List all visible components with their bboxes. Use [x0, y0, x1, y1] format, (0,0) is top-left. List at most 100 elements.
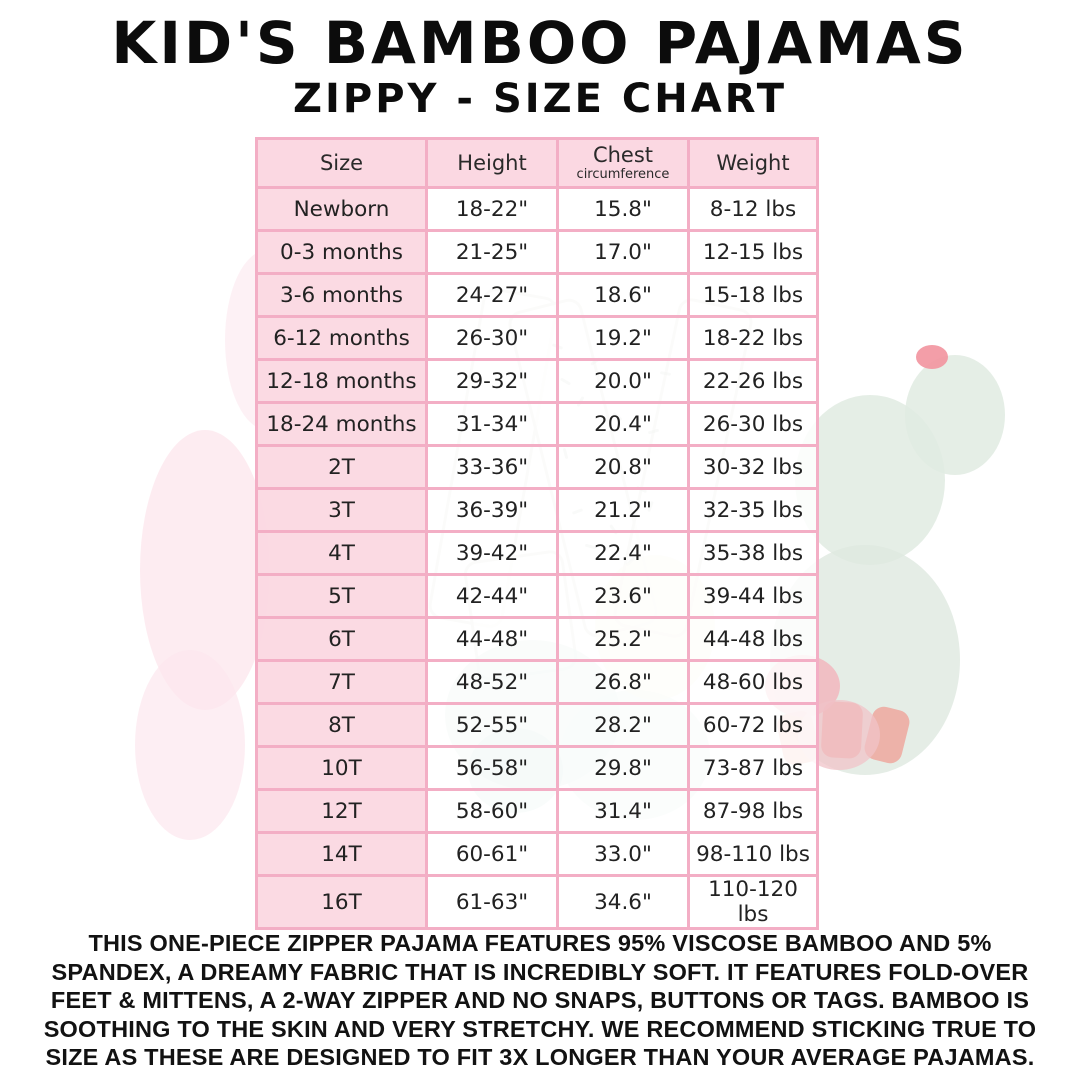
chest-cell: 18.6" — [556, 272, 690, 318]
height-cell: 44-48" — [425, 616, 559, 662]
table-row: 10T 56-58" 29.8" 73-87 lbs — [255, 745, 819, 791]
height-cell: 56-58" — [425, 745, 559, 791]
column-header-size: Size — [255, 137, 428, 189]
column-header-height: Height — [425, 137, 559, 189]
column-header-chest-subscript: circumference — [576, 167, 670, 182]
chest-cell: 29.8" — [556, 745, 690, 791]
height-cell: 31-34" — [425, 401, 559, 447]
chest-cell: 28.2" — [556, 702, 690, 748]
weight-cell: 8-12 lbs — [687, 186, 819, 232]
height-cell: 26-30" — [425, 315, 559, 361]
weight-cell: 18-22 lbs — [687, 315, 819, 361]
description-line: SOOTHING TO THE SKIN AND VERY STRETCHY. … — [43, 1015, 1037, 1042]
height-cell: 61-63" — [425, 874, 559, 930]
weight-cell: 35-38 lbs — [687, 530, 819, 576]
weight-cell: 30-32 lbs — [687, 444, 819, 490]
size-cell: 7T — [255, 659, 428, 705]
table-row: 3T 36-39" 21.2" 32-35 lbs — [255, 487, 819, 533]
weight-cell: 48-60 lbs — [687, 659, 819, 705]
weight-cell: 39-44 lbs — [687, 573, 819, 619]
table-row: 4T 39-42" 22.4" 35-38 lbs — [255, 530, 819, 576]
size-cell: 3-6 months — [255, 272, 428, 318]
size-cell: 6-12 months — [255, 315, 428, 361]
table-row: 6-12 months 26-30" 19.2" 18-22 lbs — [255, 315, 819, 361]
watermark-cactus-flower-icon — [916, 345, 948, 369]
product-description: THIS ONE-PIECE ZIPPER PAJAMA FEATURES 95… — [0, 929, 1080, 1072]
table-row: 7T 48-52" 26.8" 48-60 lbs — [255, 659, 819, 705]
height-cell: 58-60" — [425, 788, 559, 834]
size-cell: 10T — [255, 745, 428, 791]
chest-cell: 31.4" — [556, 788, 690, 834]
weight-cell: 73-87 lbs — [687, 745, 819, 791]
weight-cell: 26-30 lbs — [687, 401, 819, 447]
chest-cell: 23.6" — [556, 573, 690, 619]
weight-cell: 87-98 lbs — [687, 788, 819, 834]
size-cell: 3T — [255, 487, 428, 533]
size-cell: 6T — [255, 616, 428, 662]
header-row: Size Height Chest circumference Weight — [255, 137, 819, 189]
size-cell: 12T — [255, 788, 428, 834]
table-row: 12-18 months 29-32" 20.0" 22-26 lbs — [255, 358, 819, 404]
size-cell: 0-3 months — [255, 229, 428, 275]
description-line: SPANDEX, A DREAMY FABRIC THAT IS INCREDI… — [51, 958, 1029, 985]
table-row: 12T 58-60" 31.4" 87-98 lbs — [255, 788, 819, 834]
chest-cell: 19.2" — [556, 315, 690, 361]
height-cell: 18-22" — [425, 186, 559, 232]
chest-cell: 21.2" — [556, 487, 690, 533]
table-row: 2T 33-36" 20.8" 30-32 lbs — [255, 444, 819, 490]
chest-cell: 25.2" — [556, 616, 690, 662]
weight-cell: 110-120 lbs — [687, 874, 819, 930]
height-cell: 24-27" — [425, 272, 559, 318]
chest-cell: 26.8" — [556, 659, 690, 705]
chest-cell: 15.8" — [556, 186, 690, 232]
size-cell: 14T — [255, 831, 428, 877]
size-chart-table: Size Height Chest circumference Weight N… — [255, 137, 819, 930]
table-row: 8T 52-55" 28.2" 60-72 lbs — [255, 702, 819, 748]
weight-cell: 60-72 lbs — [687, 702, 819, 748]
size-cell: 4T — [255, 530, 428, 576]
description-line: THIS ONE-PIECE ZIPPER PAJAMA FEATURES 95… — [88, 930, 992, 956]
height-cell: 39-42" — [425, 530, 559, 576]
size-cell: 12-18 months — [255, 358, 428, 404]
page-header: KID'S BAMBOO PAJAMAS ZIPPY - SIZE CHART — [0, 14, 1080, 122]
height-cell: 48-52" — [425, 659, 559, 705]
weight-cell: 15-18 lbs — [687, 272, 819, 318]
chest-cell: 17.0" — [556, 229, 690, 275]
weight-cell: 12-15 lbs — [687, 229, 819, 275]
weight-cell: 44-48 lbs — [687, 616, 819, 662]
table-row: 14T 60-61" 33.0" 98-110 lbs — [255, 831, 819, 877]
chest-cell: 20.8" — [556, 444, 690, 490]
table-row: 0-3 months 21-25" 17.0" 12-15 lbs — [255, 229, 819, 275]
height-cell: 36-39" — [425, 487, 559, 533]
height-cell: 29-32" — [425, 358, 559, 404]
chest-cell: 20.0" — [556, 358, 690, 404]
chest-cell: 22.4" — [556, 530, 690, 576]
height-cell: 42-44" — [425, 573, 559, 619]
table-row: Newborn 18-22" 15.8" 8-12 lbs — [255, 186, 819, 232]
column-header-chest: Chest circumference — [556, 137, 690, 189]
size-cell: 18-24 months — [255, 401, 428, 447]
chest-cell: 20.4" — [556, 401, 690, 447]
weight-cell: 98-110 lbs — [687, 831, 819, 877]
table-row: 6T 44-48" 25.2" 44-48 lbs — [255, 616, 819, 662]
watermark-cactus-pad-icon — [905, 355, 1005, 475]
table-row: 3-6 months 24-27" 18.6" 15-18 lbs — [255, 272, 819, 318]
weight-cell: 32-35 lbs — [687, 487, 819, 533]
column-header-weight: Weight — [687, 137, 819, 189]
table-row: 18-24 months 31-34" 20.4" 26-30 lbs — [255, 401, 819, 447]
size-cell: 16T — [255, 874, 428, 930]
description-line: SIZE AS THESE ARE DESIGNED TO FIT 3X LON… — [45, 1044, 1035, 1070]
weight-cell: 22-26 lbs — [687, 358, 819, 404]
table-row: 5T 42-44" 23.6" 39-44 lbs — [255, 573, 819, 619]
size-cell: 2T — [255, 444, 428, 490]
description-line: FEET & MITTENS, A 2-WAY ZIPPER AND NO SN… — [50, 987, 1030, 1013]
watermark-pink-splash-left-lower — [135, 650, 245, 840]
table-row: 16T 61-63" 34.6" 110-120 lbs — [255, 874, 819, 930]
page-subtitle: ZIPPY - SIZE CHART — [293, 76, 787, 122]
height-cell: 21-25" — [425, 229, 559, 275]
page-title: KID'S BAMBOO PAJAMAS — [111, 9, 969, 77]
height-cell: 52-55" — [425, 702, 559, 748]
chest-cell: 33.0" — [556, 831, 690, 877]
chest-cell: 34.6" — [556, 874, 690, 930]
size-cell: 5T — [255, 573, 428, 619]
